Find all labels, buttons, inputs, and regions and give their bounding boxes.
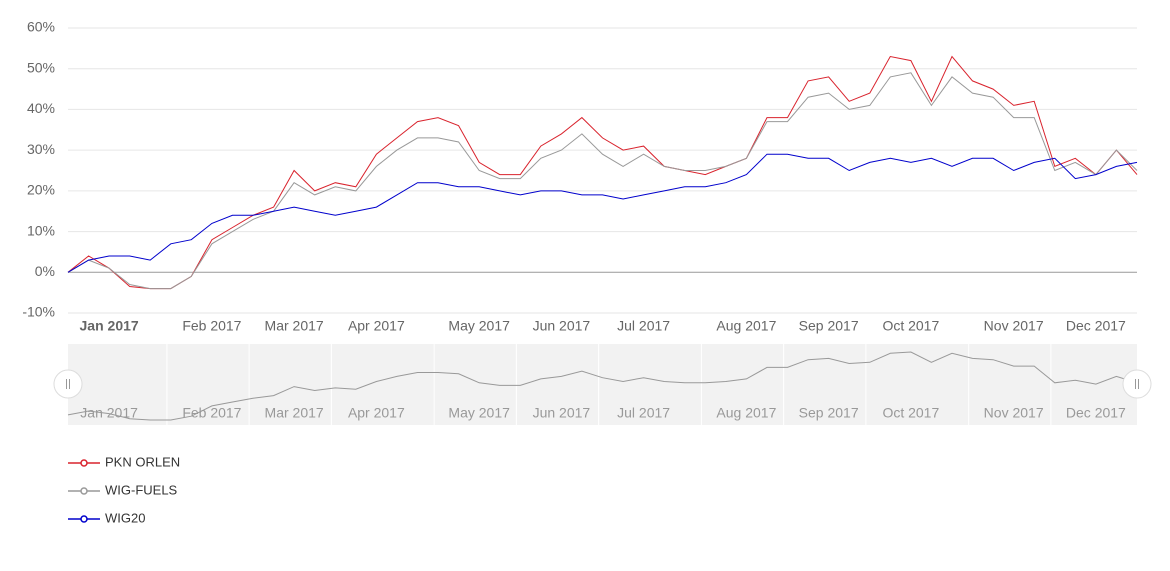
legend-marker[interactable] <box>80 487 88 495</box>
navigator-tick-label: Oct 2017 <box>882 405 939 421</box>
y-tick-label: 10% <box>27 222 55 238</box>
navigator-tick-label: May 2017 <box>448 405 510 421</box>
legend-label[interactable]: WIG20 <box>105 510 145 525</box>
navigator-line <box>67 351 1138 421</box>
legend-label[interactable]: PKN ORLEN <box>105 454 180 469</box>
navigator-tick-label: Dec 2017 <box>1066 405 1126 421</box>
y-tick-label: 30% <box>27 141 55 157</box>
x-tick-label: Jan 2017 <box>80 318 139 334</box>
y-tick-label: 20% <box>27 182 55 198</box>
navigator-tick-label: Aug 2017 <box>716 405 776 421</box>
navigator-tick-label: Sep 2017 <box>799 405 859 421</box>
navigator-background <box>68 344 1137 425</box>
x-tick-label: Apr 2017 <box>348 318 405 334</box>
navigator-tick-label: Mar 2017 <box>265 405 324 421</box>
navigator-tick-label: Feb 2017 <box>182 405 241 421</box>
x-tick-label: Dec 2017 <box>1066 318 1126 334</box>
y-tick-label: 40% <box>27 100 55 116</box>
legend-marker[interactable] <box>80 515 88 523</box>
x-tick-label: Nov 2017 <box>984 318 1044 334</box>
series-line <box>67 153 1138 273</box>
navigator-tick-label: Nov 2017 <box>984 405 1044 421</box>
y-tick-label: 50% <box>27 59 55 75</box>
x-tick-label: Aug 2017 <box>716 318 776 334</box>
navigator-tick-label: Jun 2017 <box>533 405 591 421</box>
series-line <box>67 72 1138 290</box>
navigator-handle[interactable] <box>1122 369 1152 399</box>
y-tick-label: 60% <box>27 19 55 35</box>
navigator-tick-label: Apr 2017 <box>348 405 405 421</box>
navigator-tick-label: Jul 2017 <box>617 405 670 421</box>
x-tick-label: Oct 2017 <box>882 318 939 334</box>
x-tick-label: Feb 2017 <box>182 318 241 334</box>
x-tick-label: Jul 2017 <box>617 318 670 334</box>
y-tick-label: -10% <box>22 304 55 320</box>
x-tick-label: Sep 2017 <box>799 318 859 334</box>
legend-label[interactable]: WIG-FUELS <box>105 482 178 497</box>
x-tick-label: Jun 2017 <box>533 318 591 334</box>
navigator-handle[interactable] <box>53 369 83 399</box>
y-tick-label: 0% <box>35 263 55 279</box>
series-line <box>67 55 1138 290</box>
legend-marker[interactable] <box>80 459 88 467</box>
x-tick-label: Mar 2017 <box>265 318 324 334</box>
x-tick-label: May 2017 <box>448 318 510 334</box>
